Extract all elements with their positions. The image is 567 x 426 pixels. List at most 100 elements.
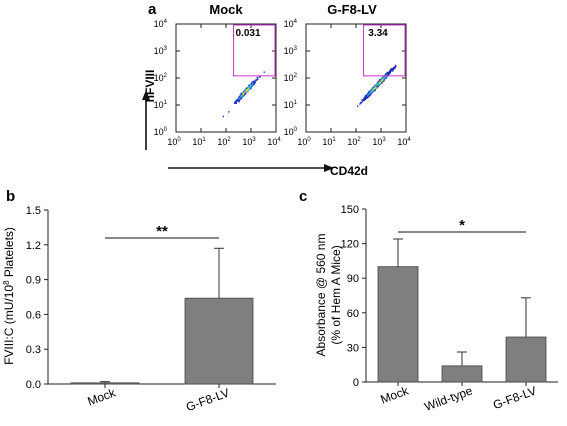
cell-event (243, 92, 245, 94)
cell-event (394, 67, 396, 69)
cell-event (368, 91, 371, 93)
y-tick-exponent: 3 (164, 46, 168, 52)
cell-event (372, 90, 375, 92)
cell-event (238, 99, 241, 101)
x-tick-label: 100 (167, 137, 181, 147)
cell-event (263, 71, 265, 73)
cell-event (250, 83, 253, 85)
cell-event (382, 78, 384, 81)
y-tick-label: 103 (284, 46, 298, 56)
cell-event (249, 87, 251, 89)
cell-event (252, 84, 255, 86)
y-tick-label: 104 (154, 19, 168, 29)
cell-event (385, 76, 388, 78)
cell-event (235, 102, 237, 104)
cell-event (378, 80, 381, 83)
cell-event (251, 81, 253, 83)
cell-event (241, 95, 243, 98)
y-tick-label: 0 (353, 377, 359, 389)
cell-event (384, 77, 386, 79)
cell-event (240, 94, 242, 97)
cell-event (228, 111, 230, 113)
cell-event (385, 77, 387, 79)
cell-event (383, 79, 385, 82)
flow-x-label: CD42d (330, 164, 368, 178)
cell-event (238, 101, 240, 103)
cell-event (255, 79, 258, 82)
x-tick-exponent: 0 (177, 137, 181, 143)
cell-event (367, 94, 369, 96)
cell-event (247, 87, 249, 90)
cell-event (368, 93, 370, 95)
cell-event (374, 89, 376, 91)
cell-event (373, 86, 376, 88)
cell-event (240, 97, 243, 99)
cell-population (222, 71, 265, 118)
x-tick-label: 103 (242, 137, 256, 147)
cell-event (247, 88, 249, 91)
cell-event (371, 90, 373, 93)
y-tick-exponent: 4 (164, 19, 168, 25)
cell-event (387, 71, 389, 74)
bar-chart-b: 0.0 0.3 0.6 0.9 1.2 1.5 Mock G-F8-LV ** (26, 205, 276, 414)
cell-event (359, 103, 361, 105)
cell-event (363, 98, 365, 101)
cell-event (251, 84, 254, 86)
x-tick-label: 104 (397, 137, 411, 147)
panel-c-letter: c (299, 188, 307, 205)
cell-event (244, 93, 246, 95)
cell-event (365, 97, 368, 100)
y-tick-label: 103 (154, 46, 168, 56)
cell-event (388, 72, 390, 74)
cell-event (242, 93, 244, 96)
x-tick-exponent: 2 (357, 137, 361, 143)
cell-event (357, 105, 359, 107)
x-tick-exponent: 4 (277, 137, 281, 143)
cell-event (257, 78, 259, 80)
x-tick-label: 101 (322, 137, 336, 147)
cell-event (369, 91, 372, 93)
cell-event (363, 99, 365, 102)
bar (184, 297, 254, 385)
x-tick-exponent: 4 (407, 137, 411, 143)
cell-event (375, 85, 377, 87)
y-tick-exponent: 3 (294, 46, 298, 52)
cell-event (238, 98, 240, 100)
y-tick-label: 100 (284, 127, 298, 137)
cell-event (254, 82, 256, 84)
flow-x-arrow-head (324, 164, 334, 172)
plot-title-treated: G-F8-LV (327, 2, 377, 17)
cell-event (259, 76, 261, 78)
cell-event (364, 95, 367, 97)
cell-event (362, 98, 365, 101)
cell-event (242, 95, 245, 97)
y-tick-exponent: 2 (164, 73, 168, 79)
cell-event (367, 96, 369, 98)
cell-event (382, 75, 385, 78)
cell-event (370, 89, 372, 92)
x-tick-exponent: 3 (252, 137, 256, 143)
plot-frame (305, 23, 407, 133)
y-tick-label: 90 (347, 273, 359, 285)
cell-event (238, 96, 241, 98)
y-tick-label: 0.3 (26, 344, 41, 356)
x-tick-exponent: 0 (307, 137, 311, 143)
cell-event (378, 82, 380, 84)
y-tick-exponent: 2 (294, 73, 298, 79)
panel-b-letter: b (6, 188, 15, 205)
y-tick-exponent: 1 (164, 100, 168, 106)
cell-event (379, 78, 381, 81)
cell-event (244, 91, 246, 93)
cell-event (381, 80, 383, 82)
cell-event (233, 102, 236, 104)
y-tick-label: 120 (341, 239, 359, 251)
x-tick-label: 102 (217, 137, 231, 147)
cell-event (253, 80, 255, 82)
bar (70, 382, 140, 385)
plot-title-mock: Mock (209, 2, 243, 17)
cell-event (391, 70, 394, 72)
plot-frame (175, 23, 277, 133)
cell-event (372, 89, 374, 91)
